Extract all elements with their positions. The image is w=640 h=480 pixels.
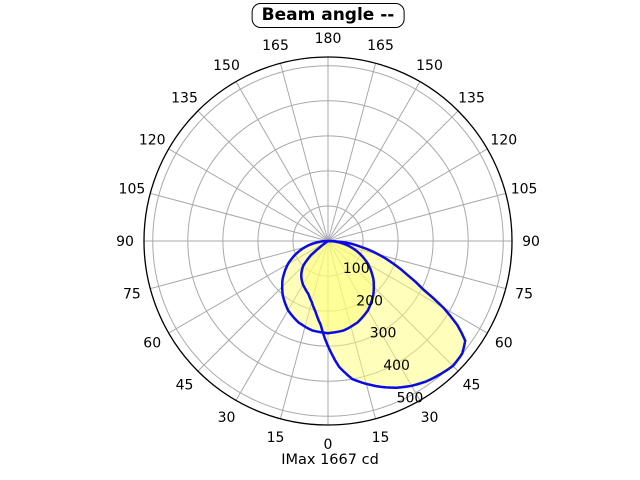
radial-tick-label: 400 (383, 358, 410, 374)
grid-ring (187, 100, 469, 382)
grid-spoke (327, 110, 459, 242)
grid-spoke (327, 81, 421, 242)
angle-tick-label: 60 (495, 336, 513, 352)
angle-tick-label: 105 (119, 182, 146, 198)
grid-ring (152, 65, 504, 417)
grid-spoke (235, 81, 329, 242)
beam-lobe-main-curve (300, 239, 467, 390)
chart-title-box: Beam angle -- (251, 3, 405, 28)
radial-tick-label: 300 (370, 326, 397, 342)
angle-tick-label: 150 (416, 58, 443, 74)
grid-spoke (168, 148, 329, 242)
polar-axis-outline (143, 56, 513, 426)
angle-tick-label: 15 (372, 430, 390, 446)
radial-tick-label: 100 (343, 261, 370, 277)
angle-tick-label: 180 (315, 31, 342, 47)
angle-tick-label: 75 (123, 287, 141, 303)
grid-spoke (150, 240, 329, 290)
angle-tick-label: 105 (511, 182, 538, 198)
radial-tick-label: 500 (397, 390, 424, 406)
angle-tick-label: 45 (463, 378, 481, 394)
grid-spoke (150, 192, 329, 242)
angle-tick-labels: 0 15 15 30 30 45 45 60 60 75 75 90 90 105 105 120 120 135… (116, 31, 540, 453)
grid-spoke (327, 63, 377, 242)
angle-tick-label: 15 (267, 430, 285, 446)
angle-tick-label: 45 (176, 378, 194, 394)
angle-tick-label: 135 (171, 91, 198, 107)
angle-tick-label: 165 (262, 38, 289, 54)
angle-tick-label: 165 (367, 38, 394, 54)
angle-tick-label: 90 (522, 234, 540, 250)
chart-title: Beam angle -- (261, 5, 395, 25)
grid-spoke (197, 110, 329, 242)
angle-tick-label: 75 (515, 287, 533, 303)
angle-tick-label: 0 (324, 437, 333, 453)
angle-tick-label: 120 (139, 133, 166, 149)
imax-caption: IMax 1667 cd (281, 452, 379, 468)
angle-tick-label: 30 (218, 410, 236, 426)
angle-tick-label: 60 (143, 336, 161, 352)
angle-tick-label: 30 (421, 410, 439, 426)
grid-spoke (279, 63, 329, 242)
beam-lobe-secondary-curve (280, 239, 376, 335)
angle-tick-label: 90 (116, 234, 134, 250)
grid-spoke (327, 192, 506, 242)
grid-spoke (327, 148, 488, 242)
radial-tick-label: 200 (356, 293, 383, 309)
angle-tick-label: 150 (213, 58, 240, 74)
radial-tick-labels: 100 200 300 400 500 (343, 261, 423, 407)
angle-tick-label: 135 (458, 91, 485, 107)
angle-tick-label: 120 (490, 133, 517, 149)
